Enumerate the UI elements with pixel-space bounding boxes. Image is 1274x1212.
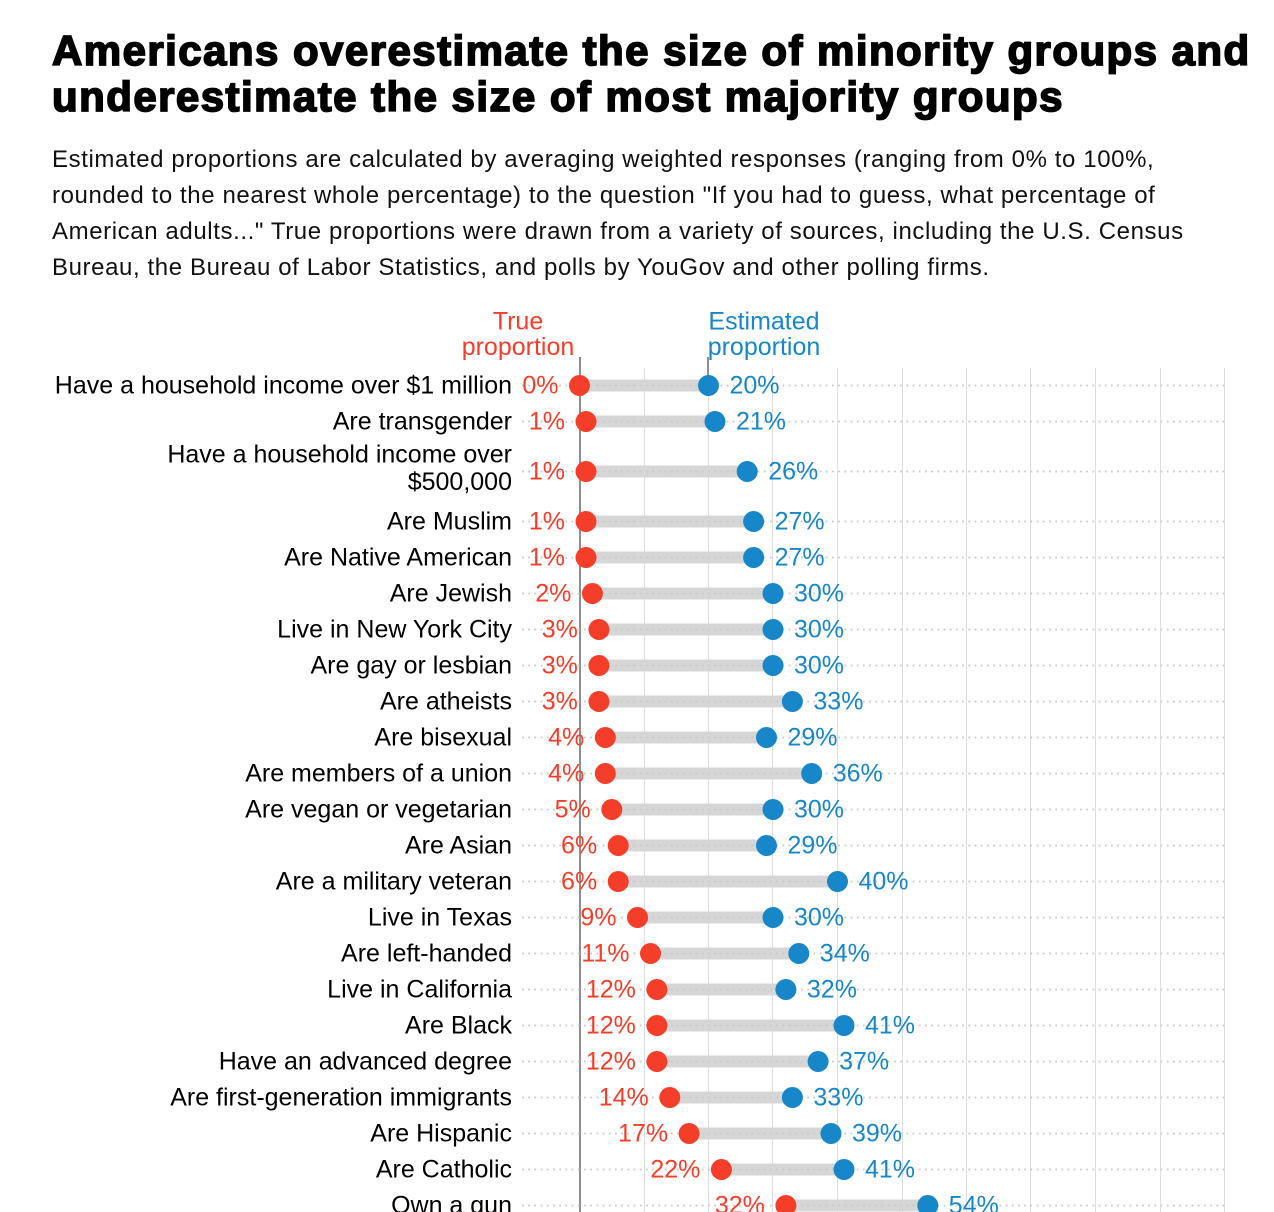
svg-text:Are first-generation immigrant: Are first-generation immigrants <box>170 1083 512 1111</box>
svg-text:Are vegan or vegetarian: Are vegan or vegetarian <box>245 795 512 823</box>
svg-text:33%: 33% <box>813 687 863 715</box>
svg-text:Are gay or lesbian: Are gay or lesbian <box>310 651 512 679</box>
svg-text:37%: 37% <box>839 1047 889 1075</box>
svg-text:Have a household income over: Have a household income over <box>167 441 512 469</box>
svg-text:22%: 22% <box>650 1155 700 1183</box>
svg-text:Are Muslim: Are Muslim <box>387 507 512 535</box>
svg-text:3%: 3% <box>542 651 578 679</box>
svg-text:33%: 33% <box>813 1083 863 1111</box>
svg-text:41%: 41% <box>865 1011 915 1039</box>
svg-text:Are left-handed: Are left-handed <box>341 939 512 967</box>
svg-text:Are Jewish: Are Jewish <box>390 579 512 607</box>
svg-text:$500,000: $500,000 <box>408 468 512 496</box>
svg-text:12%: 12% <box>586 975 636 1003</box>
svg-text:Are bisexual: Are bisexual <box>374 723 512 751</box>
svg-text:proportion: proportion <box>708 333 821 361</box>
svg-text:30%: 30% <box>794 579 844 607</box>
svg-text:Estimated: Estimated <box>708 308 819 336</box>
svg-text:proportion: proportion <box>462 333 575 361</box>
svg-text:12%: 12% <box>586 1047 636 1075</box>
svg-text:Live in Texas: Live in Texas <box>368 903 512 931</box>
svg-text:3%: 3% <box>542 615 578 643</box>
svg-text:39%: 39% <box>852 1119 902 1147</box>
svg-text:Are Native American: Are Native American <box>284 543 512 571</box>
svg-text:27%: 27% <box>775 543 825 571</box>
svg-text:0%: 0% <box>522 371 558 399</box>
svg-text:41%: 41% <box>865 1155 915 1183</box>
svg-text:Live in California: Live in California <box>327 975 512 1003</box>
svg-text:9%: 9% <box>580 903 616 931</box>
svg-text:2%: 2% <box>535 579 571 607</box>
svg-text:Are atheists: Are atheists <box>380 687 512 715</box>
svg-text:11%: 11% <box>581 939 629 967</box>
svg-text:4%: 4% <box>548 759 584 787</box>
svg-text:Own a gun: Own a gun <box>391 1191 512 1212</box>
svg-text:26%: 26% <box>768 457 818 485</box>
svg-text:Are Catholic: Are Catholic <box>376 1155 512 1183</box>
svg-text:Are transgender: Are transgender <box>333 407 512 435</box>
svg-text:Are members of a union: Are members of a union <box>245 759 512 787</box>
svg-text:5%: 5% <box>555 795 591 823</box>
svg-text:30%: 30% <box>794 903 844 931</box>
svg-text:32%: 32% <box>715 1191 765 1212</box>
svg-text:17%: 17% <box>618 1119 668 1147</box>
svg-text:Have a household income over $: Have a household income over $1 million <box>55 371 512 399</box>
svg-text:4%: 4% <box>548 723 584 751</box>
svg-text:40%: 40% <box>859 867 909 895</box>
svg-text:1%: 1% <box>529 457 565 485</box>
svg-text:36%: 36% <box>833 759 883 787</box>
svg-text:3%: 3% <box>542 687 578 715</box>
svg-text:1%: 1% <box>529 407 565 435</box>
svg-text:1%: 1% <box>529 507 565 535</box>
svg-text:54%: 54% <box>949 1191 999 1212</box>
svg-text:12%: 12% <box>586 1011 636 1039</box>
svg-text:30%: 30% <box>794 615 844 643</box>
svg-text:Live in New York City: Live in New York City <box>277 615 512 643</box>
svg-text:Are Black: Are Black <box>405 1011 512 1039</box>
svg-text:30%: 30% <box>794 651 844 679</box>
svg-text:True: True <box>493 308 543 336</box>
svg-text:29%: 29% <box>788 831 838 859</box>
svg-text:1%: 1% <box>529 543 565 571</box>
svg-text:Have an advanced degree: Have an advanced degree <box>219 1047 512 1075</box>
svg-text:34%: 34% <box>820 939 870 967</box>
svg-text:21%: 21% <box>736 407 786 435</box>
svg-text:20%: 20% <box>730 371 780 399</box>
svg-text:Are Asian: Are Asian <box>405 831 512 859</box>
svg-text:6%: 6% <box>561 867 597 895</box>
svg-text:32%: 32% <box>807 975 857 1003</box>
svg-text:30%: 30% <box>794 795 844 823</box>
svg-text:14%: 14% <box>599 1083 649 1111</box>
svg-text:Are Hispanic: Are Hispanic <box>370 1119 512 1147</box>
svg-text:27%: 27% <box>775 507 825 535</box>
svg-text:Are a military veteran: Are a military veteran <box>276 867 512 895</box>
svg-text:6%: 6% <box>561 831 597 859</box>
svg-text:29%: 29% <box>788 723 838 751</box>
